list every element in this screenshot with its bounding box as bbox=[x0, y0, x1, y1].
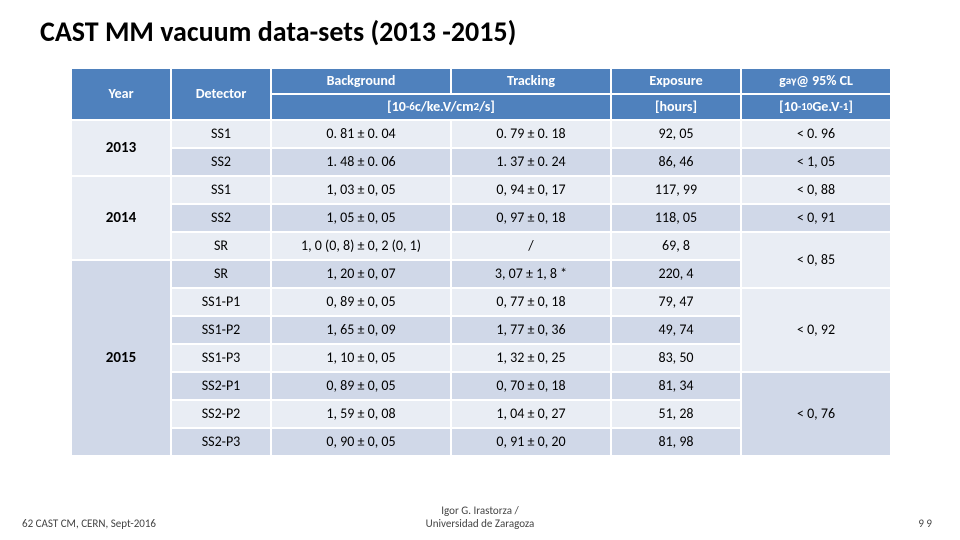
exposure-cell: 81, 98 bbox=[611, 428, 741, 456]
hdr-year: Year bbox=[71, 68, 171, 120]
hdr-detector: Detector bbox=[171, 68, 271, 120]
background-cell: 1, 20 ± 0, 07 bbox=[271, 260, 451, 288]
tracking-cell: 0, 70 ± 0, 18 bbox=[451, 372, 611, 400]
hdr-units-coupling: [10-10 Ge.V-1] bbox=[741, 94, 891, 120]
detector-cell: SS2-P3 bbox=[171, 428, 271, 456]
coupling-cell: < 0, 85 bbox=[741, 232, 891, 288]
tracking-cell: 1, 32 ± 0, 25 bbox=[451, 344, 611, 372]
footer-center-line2: Universidad de Zaragoza bbox=[426, 517, 535, 530]
detector-cell: SR bbox=[171, 260, 271, 288]
detector-cell: SS2-P1 bbox=[171, 372, 271, 400]
tracking-cell: 0, 94 ± 0, 17 bbox=[451, 176, 611, 204]
footer-left: 62 CAST CM, CERN, Sept-2016 bbox=[22, 517, 156, 530]
data-table: YearDetectorBackgroundTrackingExposurega… bbox=[70, 67, 890, 457]
detector-cell: SS2 bbox=[171, 148, 271, 176]
background-cell: 1, 05 ± 0, 05 bbox=[271, 204, 451, 232]
footer-center-line1: Igor G. Irastorza / bbox=[441, 504, 518, 517]
tracking-cell: 0, 77 ± 0, 18 bbox=[451, 288, 611, 316]
year-cell: 2015 bbox=[71, 260, 171, 456]
detector-cell: SR bbox=[171, 232, 271, 260]
hdr-background: Background bbox=[271, 68, 451, 94]
footer-right: 9 9 bbox=[918, 517, 932, 530]
year-cell: 2013 bbox=[71, 120, 171, 176]
detector-cell: SS1 bbox=[171, 120, 271, 148]
background-cell: 1. 48 ± 0. 06 bbox=[271, 148, 451, 176]
exposure-cell: 118, 05 bbox=[611, 204, 741, 232]
detector-cell: SS1-P2 bbox=[171, 316, 271, 344]
tracking-cell: 1, 04 ± 0, 27 bbox=[451, 400, 611, 428]
background-cell: 1, 65 ± 0, 09 bbox=[271, 316, 451, 344]
background-cell: 1, 59 ± 0, 08 bbox=[271, 400, 451, 428]
exposure-cell: 220, 4 bbox=[611, 260, 741, 288]
background-cell: 1, 10 ± 0, 05 bbox=[271, 344, 451, 372]
hdr-exposure: Exposure bbox=[611, 68, 741, 94]
background-cell: 0. 81 ± 0. 04 bbox=[271, 120, 451, 148]
detector-cell: SS2-P2 bbox=[171, 400, 271, 428]
background-cell: 0, 89 ± 0, 05 bbox=[271, 372, 451, 400]
tracking-cell: 1, 77 ± 0, 36 bbox=[451, 316, 611, 344]
background-cell: 0, 89 ± 0, 05 bbox=[271, 288, 451, 316]
footer-center: Igor G. Irastorza / Universidad de Zarag… bbox=[426, 504, 535, 530]
page-title: CAST MM vacuum data-sets (2013 -2015) bbox=[40, 14, 920, 49]
tracking-cell: 0. 79 ± 0. 18 bbox=[451, 120, 611, 148]
background-cell: 1, 03 ± 0, 05 bbox=[271, 176, 451, 204]
coupling-cell: < 0, 92 bbox=[741, 288, 891, 372]
exposure-cell: 49, 74 bbox=[611, 316, 741, 344]
coupling-cell: < 0. 96 bbox=[741, 120, 891, 148]
exposure-cell: 83, 50 bbox=[611, 344, 741, 372]
exposure-cell: 69, 8 bbox=[611, 232, 741, 260]
tracking-cell: 1. 37 ± 0. 24 bbox=[451, 148, 611, 176]
exposure-cell: 81, 34 bbox=[611, 372, 741, 400]
exposure-cell: 92, 05 bbox=[611, 120, 741, 148]
detector-cell: SS1 bbox=[171, 176, 271, 204]
hdr-tracking: Tracking bbox=[451, 68, 611, 94]
hdr-units-bg-trk: [10-6 c/ke.V/cm2/s] bbox=[271, 94, 611, 120]
slide: CAST MM vacuum data-sets (2013 -2015) Ye… bbox=[0, 0, 960, 540]
tracking-cell: 3, 07 ± 1, 8 * bbox=[451, 260, 611, 288]
detector-cell: SS2 bbox=[171, 204, 271, 232]
exposure-cell: 79, 47 bbox=[611, 288, 741, 316]
exposure-cell: 51, 28 bbox=[611, 400, 741, 428]
background-cell: 0, 90 ± 0, 05 bbox=[271, 428, 451, 456]
tracking-cell: 0, 91 ± 0, 20 bbox=[451, 428, 611, 456]
coupling-cell: < 0, 91 bbox=[741, 204, 891, 232]
detector-cell: SS1-P3 bbox=[171, 344, 271, 372]
exposure-cell: 86, 46 bbox=[611, 148, 741, 176]
coupling-cell: < 1, 05 bbox=[741, 148, 891, 176]
hdr-units-exposure: [hours] bbox=[611, 94, 741, 120]
tracking-cell: / bbox=[451, 232, 611, 260]
year-cell: 2014 bbox=[71, 176, 171, 260]
hdr-coupling: gaγ @ 95% CL bbox=[741, 68, 891, 94]
coupling-cell: < 0, 76 bbox=[741, 372, 891, 456]
detector-cell: SS1-P1 bbox=[171, 288, 271, 316]
exposure-cell: 117, 99 bbox=[611, 176, 741, 204]
tracking-cell: 0, 97 ± 0, 18 bbox=[451, 204, 611, 232]
coupling-cell: < 0, 88 bbox=[741, 176, 891, 204]
background-cell: 1, 0 (0, 8) ± 0, 2 (0, 1) bbox=[271, 232, 451, 260]
